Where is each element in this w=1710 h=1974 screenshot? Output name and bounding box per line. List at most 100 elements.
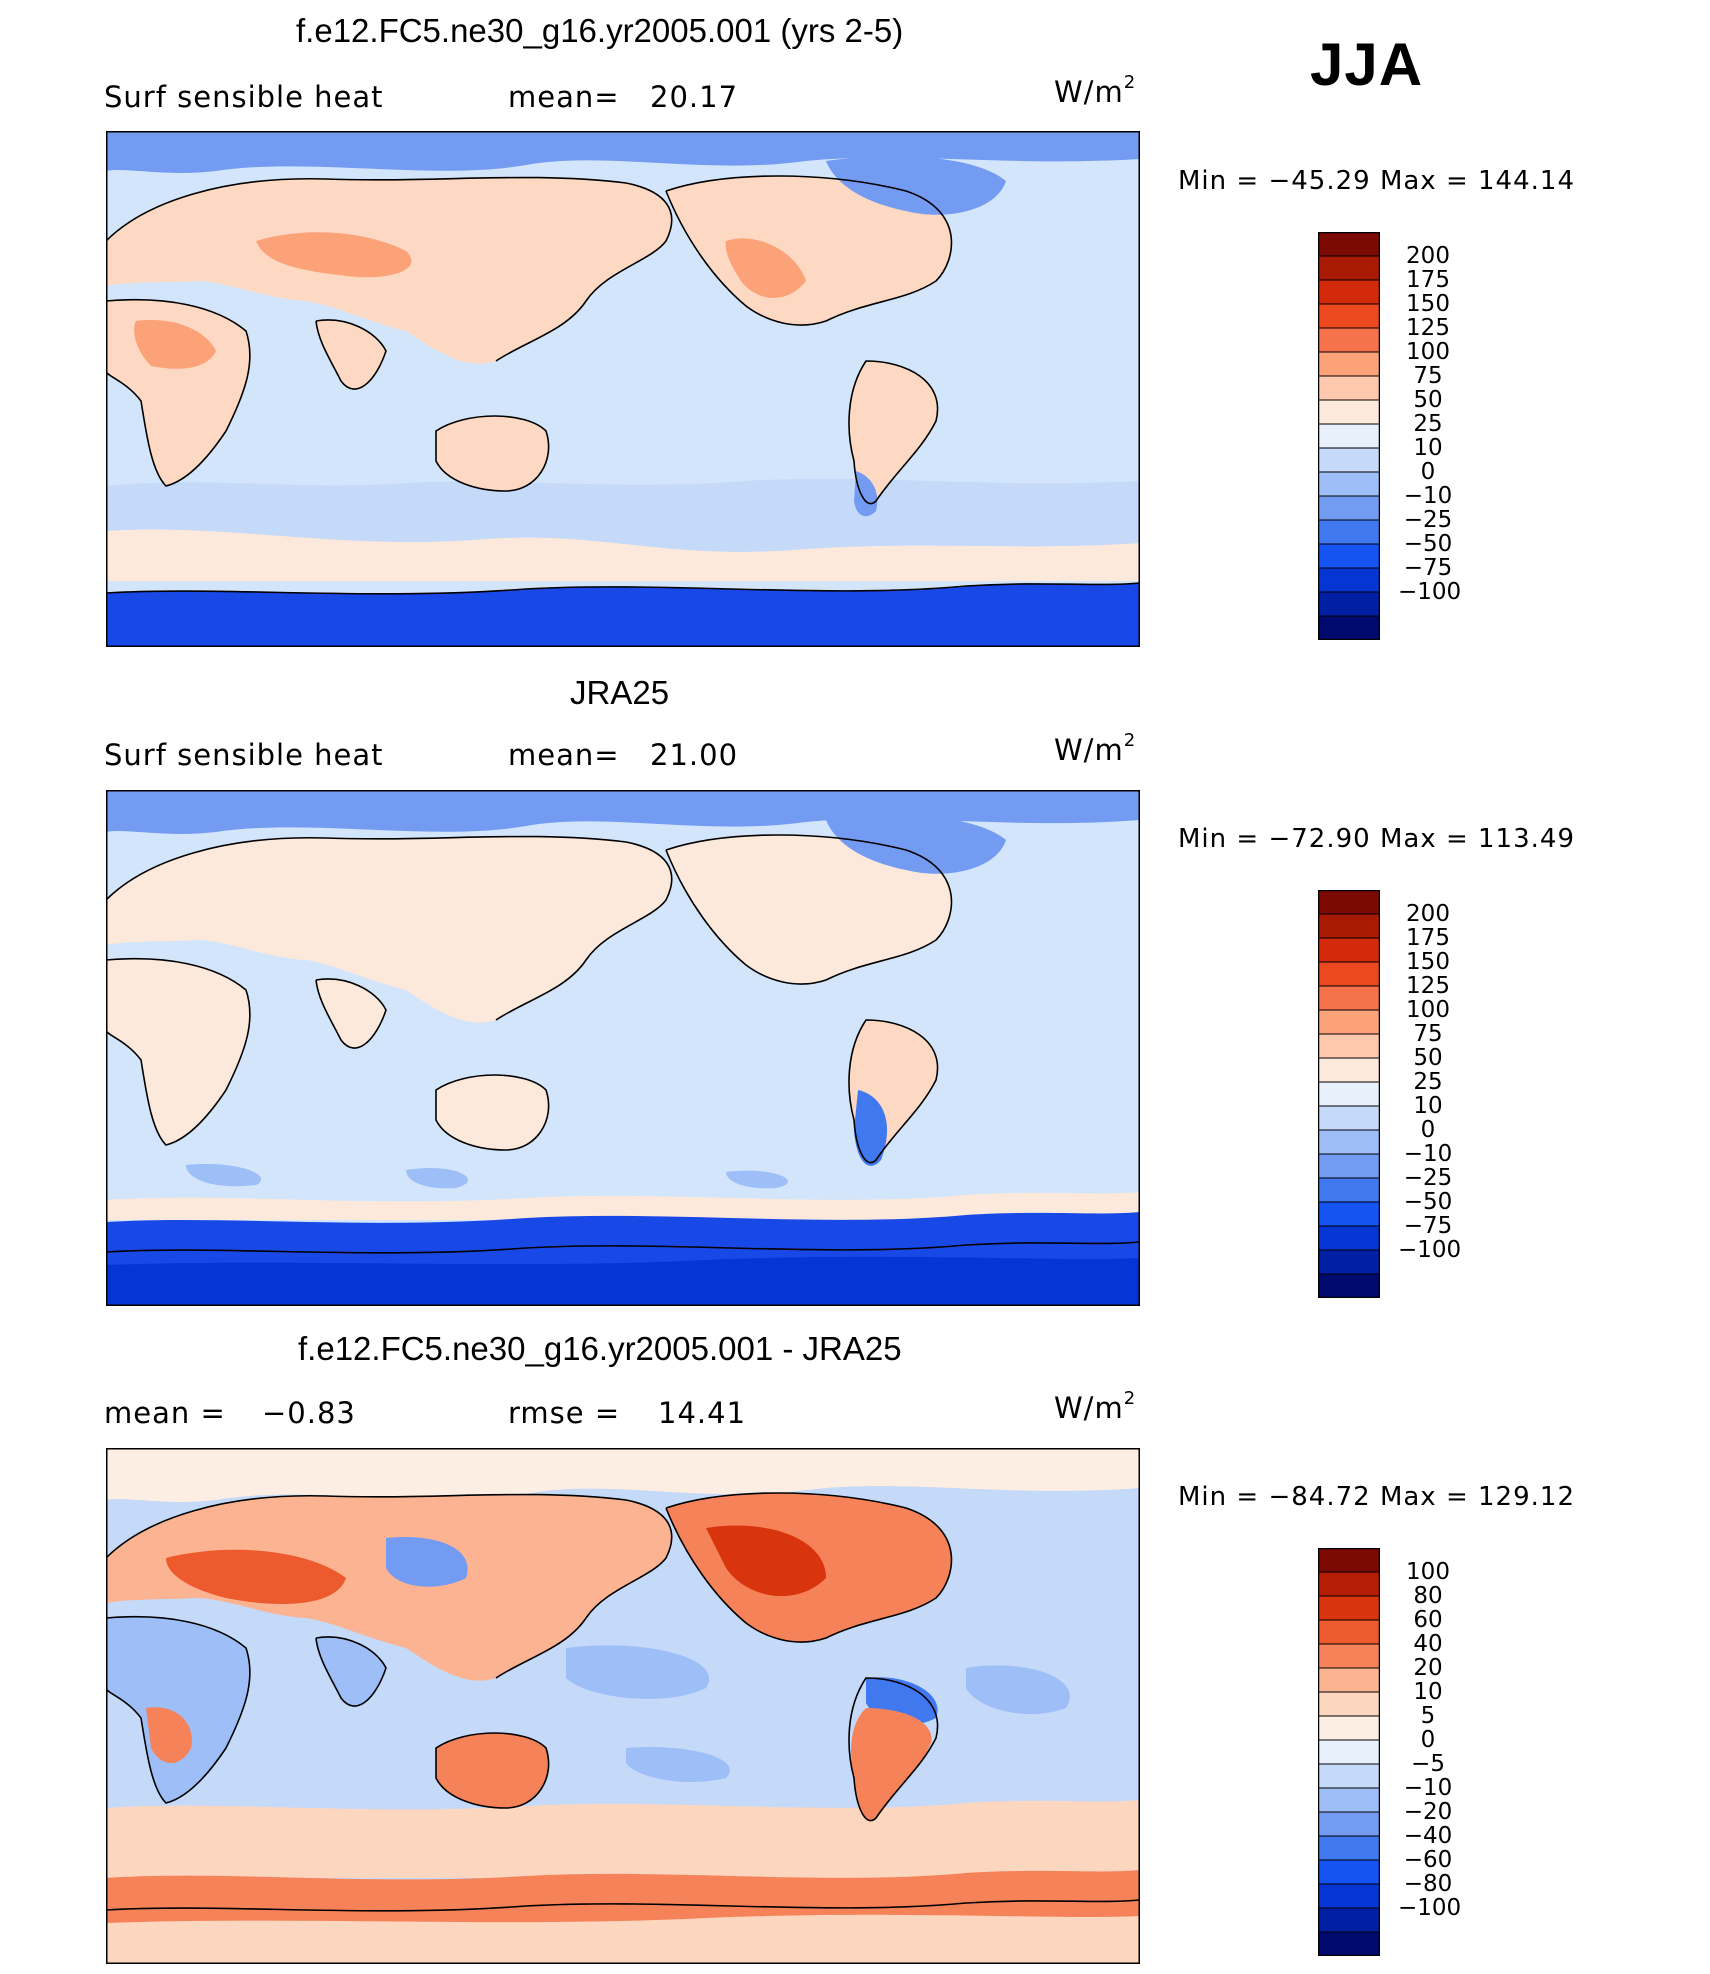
colorbar-tick-label: −50	[1403, 531, 1453, 557]
colorbar-tick-label: 10	[1413, 435, 1443, 461]
colorbar-tick-label: 75	[1413, 363, 1443, 389]
colorbar-tick-label: 100	[1406, 339, 1450, 365]
colorbar-box	[1318, 1619, 1380, 1645]
colorbar-tick-label: −25	[1403, 507, 1453, 533]
colorbar-frame	[1318, 1548, 1380, 1956]
colorbar-box	[1318, 1009, 1380, 1035]
colorbar-frame	[1318, 890, 1380, 1298]
colorbar-box	[1318, 1763, 1380, 1789]
colorbar-box	[1318, 1643, 1380, 1669]
panel2-map	[106, 790, 1140, 1306]
panel1-variable-label: Surf sensible heat	[104, 80, 384, 114]
southern-cool-patches	[186, 1164, 788, 1189]
colorbar-tick-label: −75	[1403, 1213, 1453, 1239]
india	[316, 1637, 386, 1707]
colorbar-box	[1318, 1787, 1380, 1813]
panel3-rmse-label: rmse =	[508, 1396, 621, 1430]
eurasia	[106, 836, 672, 1023]
colorbar-box	[1318, 1715, 1380, 1741]
panel1-map	[106, 131, 1140, 647]
colorbar-box	[1318, 567, 1380, 593]
panel3-colorbar	[1318, 1548, 1380, 1956]
colorbar-tick-label: 0	[1420, 1727, 1436, 1753]
colorbar-tick-label: 40	[1413, 1631, 1443, 1657]
map-frame	[106, 131, 1140, 647]
colorbar-box	[1318, 961, 1380, 987]
colorbar-tick-label: −75	[1403, 555, 1453, 581]
colorbar-box	[1318, 1249, 1380, 1275]
north-america-hot	[706, 1525, 826, 1597]
colorbar-tick-label: 20	[1413, 1655, 1443, 1681]
south-america-cool	[854, 1090, 888, 1166]
australia	[436, 1733, 549, 1808]
panel2-mean-value: 21.00	[650, 738, 739, 772]
colorbar-tick-label: −5	[1411, 1751, 1445, 1777]
colorbar-tick-label: −50	[1403, 1189, 1453, 1215]
colorbar-box	[1318, 447, 1380, 473]
colorbar-tick-label: −60	[1403, 1847, 1453, 1873]
colorbar-tick-label: 100	[1406, 1559, 1450, 1585]
colorbar-tick-label: 50	[1413, 1045, 1443, 1071]
colorbar-tick-label: 200	[1406, 901, 1450, 927]
colorbar-tick-label: 125	[1406, 315, 1450, 341]
colorbar-tick-label: −100	[1398, 1895, 1462, 1921]
panel2-title: JRA25	[570, 674, 670, 711]
colorbar-tick-label: 0	[1420, 459, 1436, 485]
antarctica	[106, 583, 1140, 647]
colorbar-tick-label: −100	[1398, 579, 1462, 605]
greenland	[826, 815, 1006, 874]
colorbar-tick-label: 200	[1406, 243, 1450, 269]
southern-warm-band	[106, 1800, 1140, 1878]
colorbar-tick-label: 25	[1413, 411, 1443, 437]
panel2-minmax: Min = −72.90 Max = 113.49	[1178, 824, 1575, 854]
colorbar-box	[1318, 1225, 1380, 1251]
south-america-cool	[854, 471, 878, 517]
colorbar-box	[1318, 375, 1380, 401]
colorbar-tick-label: 175	[1406, 925, 1450, 951]
eurasia-warm	[256, 232, 412, 278]
colorbar-box	[1318, 1595, 1380, 1621]
colorbar-box	[1318, 1177, 1380, 1203]
colorbar-box	[1318, 1057, 1380, 1083]
colorbar-box	[1318, 303, 1380, 329]
panel3-rmse-value: 14.41	[658, 1396, 747, 1430]
colorbar-box	[1318, 913, 1380, 939]
colorbar-frame	[1318, 232, 1380, 640]
colorbar-tick-label: −25	[1403, 1165, 1453, 1191]
africa	[106, 958, 250, 1145]
colorbar-box	[1318, 327, 1380, 353]
colorbar-tick-label: 125	[1406, 973, 1450, 999]
colorbar-box	[1318, 1811, 1380, 1837]
africa-hot	[146, 1707, 192, 1763]
colorbar-tick-label: 80	[1413, 1583, 1443, 1609]
south-america	[851, 1708, 932, 1821]
coastlines	[106, 175, 1140, 595]
arctic-band	[106, 1448, 1140, 1502]
colorbar-box	[1318, 1691, 1380, 1717]
south-america	[849, 361, 938, 504]
colorbar-box	[1318, 1033, 1380, 1059]
africa-warm	[134, 320, 216, 369]
greenland	[826, 156, 1006, 215]
india	[316, 320, 386, 390]
eurasia	[106, 1494, 672, 1681]
colorbar-box	[1318, 1907, 1380, 1933]
colorbar-tick-label: 150	[1406, 291, 1450, 317]
map-frame	[106, 1448, 1140, 1964]
panel3-map	[106, 1448, 1140, 1964]
colorbar-box	[1318, 1571, 1380, 1597]
india	[316, 979, 386, 1049]
colorbar-tick-label: −10	[1403, 483, 1453, 509]
colorbar-box	[1318, 471, 1380, 497]
colorbar-box	[1318, 1667, 1380, 1693]
panel1-units: W/m2	[1054, 72, 1137, 109]
panel1-minmax: Min = −45.29 Max = 144.14	[1178, 166, 1575, 196]
eurasia-cool	[386, 1537, 468, 1587]
ocean-cool-patches	[566, 1645, 1070, 1783]
colorbar-box	[1318, 1931, 1380, 1956]
colorbar-box	[1318, 1739, 1380, 1765]
panel3-mean-value: −0.83	[262, 1396, 356, 1430]
colorbar-tick-label: 25	[1413, 1069, 1443, 1095]
panel1-mean-value: 20.17	[650, 80, 739, 114]
panel2-units: W/m2	[1054, 730, 1137, 767]
